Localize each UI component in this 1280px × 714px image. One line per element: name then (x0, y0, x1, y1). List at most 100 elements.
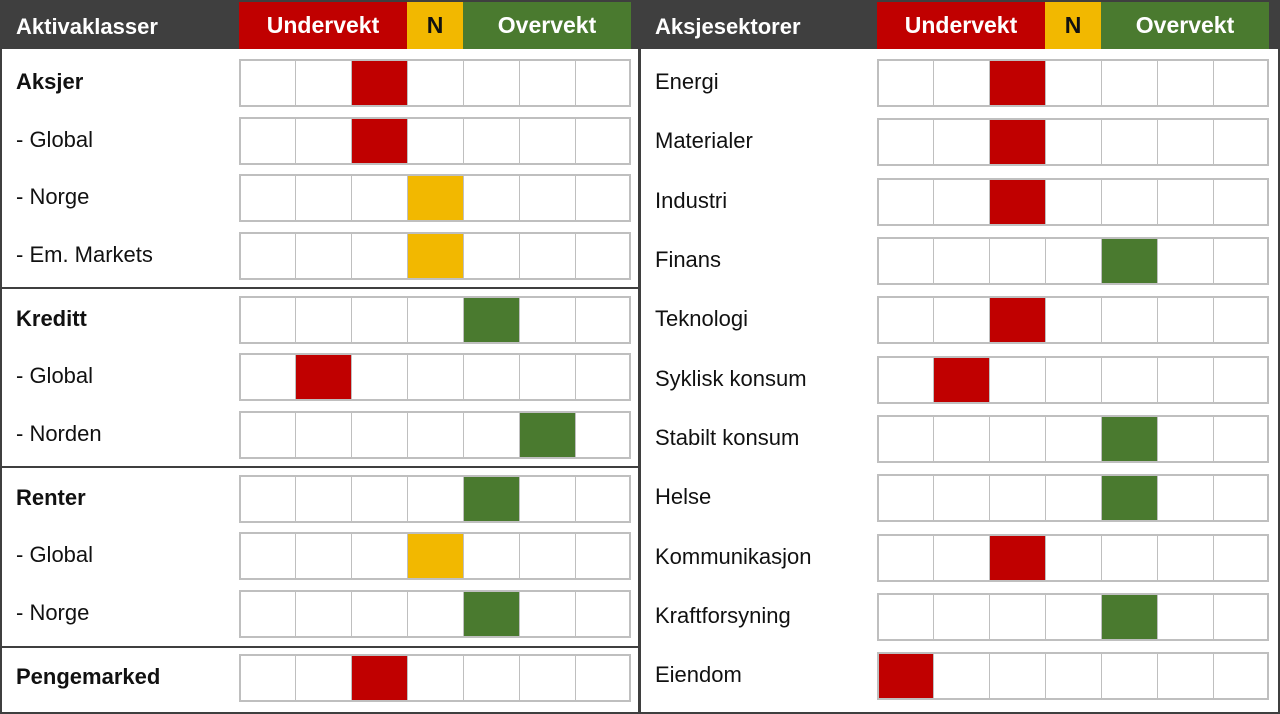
rating-cell (464, 176, 520, 220)
asset-classes-header: Aktivaklasser Undervekt N Overvekt (2, 0, 638, 49)
rating-cell (464, 119, 520, 163)
rating-scale (239, 411, 631, 459)
rating-marker (352, 61, 408, 105)
row-label: Materialer (655, 128, 753, 153)
rating-cell (1046, 417, 1102, 461)
rating-cell (241, 298, 296, 342)
rating-marker (520, 413, 576, 457)
rating-cell (1046, 239, 1102, 283)
row-label: Eiendom (655, 662, 742, 687)
rating-cell (934, 180, 990, 224)
rating-cell (1046, 536, 1102, 580)
rating-cell (1046, 358, 1102, 402)
rating-cell (1158, 239, 1214, 283)
rating-cell (241, 234, 296, 278)
rating-marker (1102, 476, 1158, 520)
row-label: Finans (655, 247, 722, 272)
rating-cell (990, 654, 1046, 698)
rating-cell (352, 234, 408, 278)
rating-cell (1102, 180, 1158, 224)
underweight-header: Undervekt (877, 2, 1045, 49)
rating-marker (1102, 417, 1158, 461)
row-label: Syklisk konsum (655, 366, 807, 391)
rating-scale (239, 353, 631, 401)
rating-cell (296, 119, 352, 163)
rating-cell (990, 239, 1046, 283)
rating-cell (464, 355, 520, 399)
rating-cell (576, 355, 632, 399)
rating-cell (520, 119, 576, 163)
rating-scale (877, 237, 1269, 285)
rating-cell (934, 476, 990, 520)
rating-cell (1214, 180, 1270, 224)
rating-marker (352, 656, 408, 700)
row-label: Stabilt konsum (655, 425, 800, 450)
rating-cell (464, 61, 520, 105)
neutral-header: N (1045, 2, 1101, 49)
row-label: Pengemarked (16, 664, 161, 689)
rating-cell (576, 477, 632, 521)
asset-classes-panel: Aktivaklasser Undervekt N Overvekt Aksje… (0, 0, 640, 714)
rating-cell (1158, 536, 1214, 580)
overweight-header: Overvekt (1101, 2, 1269, 49)
rating-marker (1102, 595, 1158, 639)
rating-cell (576, 119, 632, 163)
rating-cell (1102, 61, 1158, 105)
rating-scale (239, 174, 631, 222)
group-divider (2, 466, 638, 468)
rating-marker (1102, 239, 1158, 283)
row-label: - Em. Markets (16, 242, 153, 267)
rating-cell (241, 534, 296, 578)
rating-scale (877, 474, 1269, 522)
rating-marker (296, 355, 352, 399)
rating-cell (296, 61, 352, 105)
rating-cell (1102, 120, 1158, 164)
rating-cell (520, 234, 576, 278)
rating-cell (1214, 654, 1270, 698)
rating-cell (1158, 358, 1214, 402)
row-label: - Global (16, 542, 94, 567)
rating-cell (934, 61, 990, 105)
rating-scale (239, 532, 631, 580)
rating-scale (239, 475, 631, 523)
rating-cell (934, 417, 990, 461)
rating-cell (464, 534, 520, 578)
rating-cell (241, 61, 296, 105)
rating-marker (408, 534, 464, 578)
rating-scale (239, 590, 631, 638)
rating-cell (1158, 654, 1214, 698)
row-label: Kommunikasjon (655, 544, 812, 569)
row-label: Industri (655, 188, 728, 213)
rating-cell (1158, 476, 1214, 520)
rating-cell (1214, 239, 1270, 283)
rating-scale (877, 652, 1269, 700)
rating-scale (877, 534, 1269, 582)
row-label: Kreditt (16, 306, 87, 331)
rating-cell (1214, 61, 1270, 105)
rating-cell (879, 239, 934, 283)
rating-cell (408, 61, 464, 105)
group-divider (2, 646, 638, 648)
sectors-panel: Aksjesektorer Undervekt N Overvekt Energ… (640, 0, 1280, 714)
rating-marker (352, 119, 408, 163)
group-divider (2, 287, 638, 289)
row-label: Helse (655, 484, 712, 509)
underweight-header: Undervekt (239, 2, 407, 49)
rating-marker (990, 536, 1046, 580)
rating-cell (1046, 595, 1102, 639)
rating-cell (1158, 180, 1214, 224)
rating-cell (296, 298, 352, 342)
rating-cell (576, 592, 632, 636)
rating-cell (464, 656, 520, 700)
rating-cell (934, 239, 990, 283)
rating-cell (296, 656, 352, 700)
rating-cell (1102, 654, 1158, 698)
rating-scale (239, 654, 631, 702)
row-label: Teknologi (655, 306, 748, 331)
row-label: - Global (16, 363, 94, 388)
rating-cell (296, 413, 352, 457)
row-label: Renter (16, 485, 86, 510)
row-label: Energi (655, 69, 719, 94)
rating-cell (576, 234, 632, 278)
rating-cell (408, 656, 464, 700)
